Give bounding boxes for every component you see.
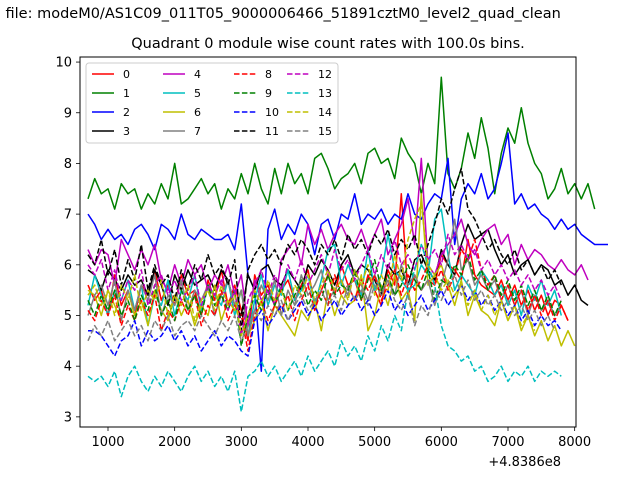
legend-label-11: 11 — [265, 125, 279, 138]
y-axis: 3 4 5 6 7 8 9 10 — [55, 56, 80, 425]
legend-label-4: 4 — [194, 68, 201, 81]
legend-label-0: 0 — [123, 68, 130, 81]
series-line-4 — [87, 157, 589, 327]
legend-label-14: 14 — [318, 106, 332, 119]
y-tick-label: 9 — [64, 106, 72, 121]
series-line-12 — [87, 233, 562, 337]
x-axis-offset-label: +4.8386e8 — [488, 455, 561, 470]
y-tick-label: 7 — [64, 208, 72, 223]
x-tick-label: 3000 — [225, 435, 258, 450]
legend-label-12: 12 — [318, 68, 332, 81]
legend-label-6: 6 — [194, 106, 201, 119]
legend-label-9: 9 — [265, 87, 272, 100]
legend-box — [85, 62, 339, 144]
x-tick-label: 2000 — [158, 435, 191, 450]
series-line-10 — [88, 284, 562, 357]
x-tick-label: 7000 — [491, 435, 524, 450]
legend-label-13: 13 — [318, 87, 332, 100]
x-tick-label: 5000 — [358, 435, 391, 450]
legend-label-2: 2 — [123, 106, 130, 119]
legend-label-15: 15 — [318, 125, 332, 138]
series-line-14 — [87, 203, 536, 337]
figure-supertitle: a file: modeM0/AS1C09_011T05_9000006466_… — [0, 6, 561, 22]
plot-series-group — [87, 76, 608, 413]
y-tick-label: 6 — [64, 258, 72, 273]
legend-label-5: 5 — [194, 87, 201, 100]
x-tick-label: 1000 — [91, 435, 124, 450]
legend-label-7: 7 — [194, 125, 201, 138]
axes-frame — [79, 56, 577, 428]
y-tick-label: 10 — [55, 56, 72, 71]
x-tick-label: 8000 — [558, 435, 591, 450]
chart-title: Quadrant 0 module wise count rates with … — [131, 36, 525, 52]
legend-label-1: 1 — [123, 87, 130, 100]
series-line-6 — [87, 193, 576, 347]
legend-label-8: 8 — [265, 68, 272, 81]
y-tick-label: 8 — [64, 157, 72, 172]
y-tick-label: 4 — [64, 360, 72, 375]
series-line-2 — [87, 132, 608, 372]
series-line-9 — [87, 253, 562, 347]
y-tick-label: 3 — [64, 410, 72, 425]
legend-label-3: 3 — [123, 125, 130, 138]
series-line-1 — [87, 76, 596, 210]
y-tick-label: 5 — [64, 309, 72, 324]
series-line-15 — [87, 274, 556, 342]
x-axis: 1000 2000 3000 4000 5000 6000 7000 8000 — [91, 427, 591, 450]
series-line-8 — [87, 238, 569, 352]
x-tick-label: 6000 — [425, 435, 458, 450]
series-line-11 — [87, 167, 562, 332]
x-tick-label: 4000 — [291, 435, 324, 450]
legend-label-10: 10 — [265, 106, 279, 119]
series-line-13 — [87, 243, 562, 413]
